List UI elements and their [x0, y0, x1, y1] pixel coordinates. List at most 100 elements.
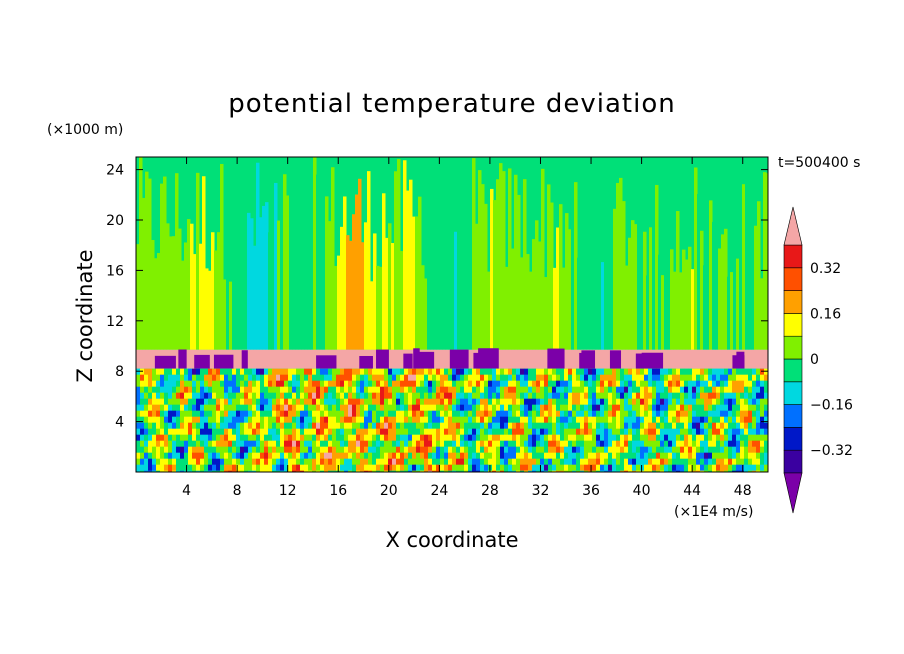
convective-cell: [632, 398, 637, 405]
convective-cell: [748, 374, 753, 381]
upper-layer-streak: [517, 194, 521, 350]
upper-layer-streak: [349, 240, 353, 350]
convective-cell: [200, 404, 205, 411]
convective-cell: [152, 422, 157, 429]
convective-cell: [512, 416, 517, 423]
convective-cell: [516, 368, 521, 375]
convective-cell: [544, 422, 549, 429]
convective-cell: [304, 404, 309, 411]
convective-cell: [556, 428, 561, 435]
convective-cell: [268, 380, 273, 387]
convective-cell: [628, 434, 633, 441]
convective-cell: [672, 392, 677, 399]
convective-cell: [232, 422, 237, 429]
convective-cell: [600, 374, 605, 381]
convective-cell: [264, 440, 269, 447]
convective-cell: [384, 380, 389, 387]
convective-cell: [204, 434, 209, 441]
convective-cell: [176, 470, 181, 472]
convective-cell: [620, 380, 625, 387]
convective-cell: [764, 392, 768, 399]
convective-cell: [532, 398, 537, 405]
convective-cell: [540, 446, 545, 453]
convective-cell: [544, 374, 549, 381]
convective-cell: [592, 422, 597, 429]
convective-cell: [384, 434, 389, 441]
convective-cell: [436, 422, 441, 429]
convective-cell: [560, 410, 565, 417]
convective-cell: [380, 446, 385, 453]
convective-cell: [172, 416, 177, 423]
convective-cell: [352, 470, 357, 472]
convective-cell: [460, 458, 465, 465]
convective-cell: [184, 380, 189, 387]
upper-layer-streak: [640, 263, 644, 350]
convective-cell: [428, 422, 433, 429]
convective-cell: [180, 464, 185, 471]
convective-cell: [484, 428, 489, 435]
convective-cell: [740, 428, 745, 435]
convective-cell: [620, 470, 625, 472]
convective-cell: [500, 386, 505, 393]
convective-cell: [576, 416, 581, 423]
convective-cell: [268, 458, 273, 465]
convective-cell: [628, 392, 633, 399]
convective-cell: [592, 416, 597, 423]
convective-cell: [732, 386, 737, 393]
convective-cell: [560, 422, 565, 429]
convective-cell: [596, 470, 601, 472]
convective-cell: [324, 368, 329, 375]
convective-cell: [456, 446, 461, 453]
convective-cell: [596, 440, 601, 447]
convective-cell: [360, 440, 365, 447]
convective-cell: [576, 458, 581, 465]
convective-cell: [196, 404, 201, 411]
convective-cell: [216, 374, 221, 381]
convective-cell: [444, 452, 449, 459]
convective-cell: [228, 428, 233, 435]
convective-cell: [388, 380, 393, 387]
convective-cell: [260, 404, 265, 411]
upper-layer-streak: [247, 212, 251, 350]
upper-layer-streak: [196, 172, 200, 350]
convective-cell: [408, 392, 413, 399]
convective-cell: [372, 422, 377, 429]
convective-cell: [172, 470, 177, 472]
convective-cell: [464, 428, 469, 435]
convective-cell: [344, 464, 349, 471]
convective-cell: [408, 422, 413, 429]
convective-cell: [560, 398, 565, 405]
convective-cell: [404, 392, 409, 399]
convective-cell: [140, 458, 145, 465]
convective-cell: [656, 440, 661, 447]
convective-cell: [172, 410, 177, 417]
convective-cell: [376, 470, 381, 472]
convective-cell: [680, 470, 685, 472]
convective-cell: [320, 380, 325, 387]
convective-cell: [336, 374, 341, 381]
convective-cell: [340, 398, 345, 405]
convective-cell: [692, 452, 697, 459]
convective-cell: [440, 374, 445, 381]
convective-cell: [740, 398, 745, 405]
time-label: t=500400 s: [778, 155, 860, 171]
convective-cell: [524, 446, 529, 453]
convective-cell: [208, 368, 213, 375]
convective-cell: [592, 374, 597, 381]
convective-cell: [292, 446, 297, 453]
convective-cell: [736, 380, 741, 387]
convective-cell: [228, 422, 233, 429]
convective-cell: [760, 386, 765, 393]
convective-cell: [136, 368, 141, 375]
convective-cell: [660, 416, 665, 423]
convective-cell: [216, 458, 221, 465]
convective-cell: [184, 452, 189, 459]
convective-cell: [764, 416, 768, 423]
convective-cell: [284, 428, 289, 435]
inversion-plume: [449, 349, 469, 369]
convective-cell: [288, 392, 293, 399]
convective-cell: [748, 404, 753, 411]
convective-cell: [364, 380, 369, 387]
convective-cell: [656, 416, 661, 423]
convective-cell: [416, 464, 421, 471]
